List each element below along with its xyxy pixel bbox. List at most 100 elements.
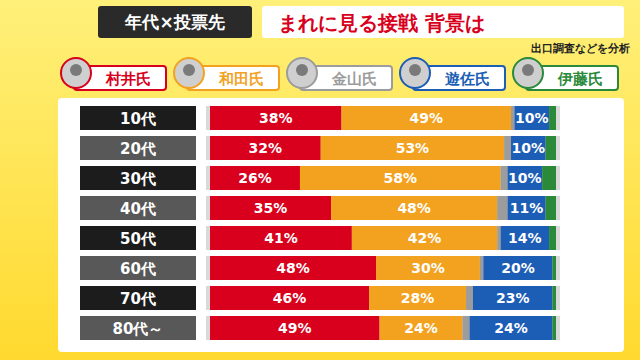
chart: 年代×投票先まれに見る接戦 背景は出口調査などを分析村井氏和田氏金山氏遊佐氏伊藤… <box>0 0 640 360</box>
bar-segment <box>501 226 549 250</box>
title: まれに見る接戦 背景は <box>278 11 485 35</box>
bar-segment <box>483 256 552 280</box>
bar-segment <box>497 226 500 250</box>
title-box <box>262 6 624 38</box>
bar-segment <box>549 106 556 130</box>
data-labels: 38%49%10%32%53%10%26%58%10%35%48%11%41%4… <box>238 110 548 336</box>
range-track <box>206 226 560 250</box>
legend-photo-head <box>70 64 82 76</box>
data-label: 28% <box>401 290 435 306</box>
bar-segment <box>542 166 556 190</box>
bar-segment <box>341 106 511 130</box>
bar-segment <box>210 286 369 310</box>
category-label: 80代～ <box>113 320 164 338</box>
bar-segment <box>553 286 556 310</box>
data-label: 53% <box>396 140 430 156</box>
tag-text: 年代×投票先 <box>124 12 224 32</box>
category-label: 50代 <box>120 230 156 248</box>
category-box <box>80 316 196 340</box>
data-label: 24% <box>404 320 438 336</box>
legend-photo <box>61 58 91 88</box>
bar-segment <box>549 226 556 250</box>
legend-photo <box>287 58 317 88</box>
bar-segment <box>553 256 556 280</box>
bar-segment <box>473 286 553 310</box>
data-label: 49% <box>278 320 312 336</box>
category-box <box>80 226 196 250</box>
category-box <box>80 286 196 310</box>
data-label: 23% <box>496 290 530 306</box>
legend-label: 村井氏 <box>105 70 151 88</box>
legend-label: 金山氏 <box>331 70 377 88</box>
data-label: 35% <box>254 200 288 216</box>
bar-segment <box>210 106 341 130</box>
bar-segment <box>331 196 497 220</box>
range-track <box>206 136 560 160</box>
data-label: 58% <box>384 170 418 186</box>
bar-segment <box>380 316 463 340</box>
legend-photo <box>513 58 543 88</box>
range-track <box>206 166 560 190</box>
bar-segment <box>511 136 546 160</box>
range-track <box>206 106 560 130</box>
data-label: 26% <box>238 170 272 186</box>
range-track <box>206 196 560 220</box>
tag-box <box>98 6 252 38</box>
y-axis: 10代20代30代40代50代60代70代80代～ <box>80 106 196 340</box>
bar-segment <box>497 196 507 220</box>
background <box>0 0 640 360</box>
category-box <box>80 196 196 220</box>
bar-segment <box>210 166 300 190</box>
category-box <box>80 136 196 160</box>
bar-segment <box>369 286 466 310</box>
category-label: 10代 <box>120 110 156 128</box>
category-label: 20代 <box>120 140 156 158</box>
data-label: 30% <box>411 260 445 276</box>
legend-photo-head <box>183 64 195 76</box>
category-box <box>80 256 196 280</box>
panel <box>58 98 624 352</box>
category-box <box>80 106 196 130</box>
bar-segment <box>508 196 546 220</box>
bars <box>210 106 556 340</box>
bar-segment <box>504 136 511 160</box>
data-label: 49% <box>409 110 443 126</box>
data-label: 46% <box>273 290 307 306</box>
data-label: 38% <box>259 110 293 126</box>
bar-segment <box>466 286 473 310</box>
bar-segment <box>210 316 380 340</box>
tracks <box>206 106 560 340</box>
bar-segment <box>511 106 514 130</box>
bar-segment <box>352 226 497 250</box>
legend-photo <box>400 58 430 88</box>
data-label: 24% <box>494 320 528 336</box>
legend-photo-head <box>409 64 421 76</box>
bar-segment <box>210 256 376 280</box>
legend-label: 遊佐氏 <box>445 70 490 88</box>
bar-segment <box>501 166 508 190</box>
range-track <box>206 256 560 280</box>
data-label: 11% <box>510 200 544 216</box>
bar-segment <box>376 256 480 280</box>
range-track <box>206 286 560 310</box>
bar-segment <box>553 316 556 340</box>
bar-segment <box>210 226 352 250</box>
bar-segment <box>300 166 501 190</box>
legend-photo-head <box>522 64 534 76</box>
legend-label: 和田氏 <box>218 70 264 88</box>
range-track <box>206 316 560 340</box>
legend-label: 伊藤氏 <box>557 70 603 88</box>
data-label: 32% <box>249 140 283 156</box>
bar-segment <box>463 316 470 340</box>
bar-segment <box>546 136 556 160</box>
legend-photo-head <box>296 64 308 76</box>
data-label: 10% <box>515 110 549 126</box>
data-label: 10% <box>512 140 546 156</box>
category-label: 30代 <box>120 170 156 188</box>
category-box <box>80 166 196 190</box>
bar-segment <box>321 136 504 160</box>
bar-segment <box>546 196 556 220</box>
data-label: 48% <box>276 260 310 276</box>
category-label: 60代 <box>120 260 156 278</box>
legend-photo <box>174 58 204 88</box>
